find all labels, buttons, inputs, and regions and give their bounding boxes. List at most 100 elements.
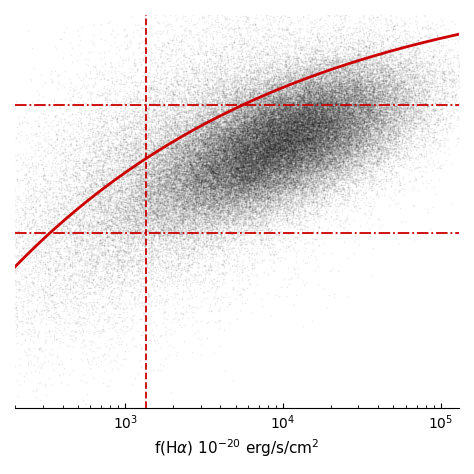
Point xyxy=(324,85,331,93)
Point xyxy=(225,105,232,113)
Point xyxy=(261,115,269,123)
Point xyxy=(254,228,261,236)
Point xyxy=(325,57,333,65)
Point xyxy=(266,126,274,134)
Point xyxy=(281,111,289,118)
Point xyxy=(164,136,171,143)
Point xyxy=(250,141,257,148)
Point xyxy=(229,150,237,157)
Point xyxy=(296,167,304,174)
Point xyxy=(73,159,80,166)
Point xyxy=(230,227,238,235)
Point xyxy=(198,175,206,182)
Point xyxy=(472,102,474,109)
Point xyxy=(322,94,329,102)
Point xyxy=(211,187,219,195)
Point xyxy=(255,105,262,112)
Point xyxy=(288,168,296,175)
Point xyxy=(278,107,286,115)
Point xyxy=(300,136,308,144)
Point xyxy=(243,132,250,140)
Point xyxy=(353,105,360,112)
Point xyxy=(104,159,111,166)
Point xyxy=(271,126,279,134)
Point xyxy=(220,217,228,225)
Point xyxy=(383,48,391,55)
Point xyxy=(334,89,342,97)
Point xyxy=(345,97,352,105)
Point xyxy=(204,208,212,216)
Point xyxy=(459,79,466,86)
Point xyxy=(237,144,245,152)
Point xyxy=(135,270,142,278)
Point xyxy=(337,156,344,164)
Point xyxy=(209,131,216,139)
Point xyxy=(182,267,189,275)
Point xyxy=(278,97,286,104)
Point xyxy=(368,82,375,90)
Point xyxy=(171,161,178,169)
Point xyxy=(149,281,156,288)
Point xyxy=(194,231,201,239)
Point xyxy=(292,121,300,128)
Point xyxy=(266,178,274,186)
Point xyxy=(146,131,154,138)
Point xyxy=(257,120,265,128)
Point xyxy=(96,138,104,146)
Point xyxy=(325,126,333,133)
Point xyxy=(269,119,277,127)
Point xyxy=(268,0,276,8)
Point xyxy=(281,216,288,224)
Point xyxy=(150,235,158,242)
Point xyxy=(312,179,320,186)
Point xyxy=(254,126,262,134)
Point xyxy=(224,166,231,174)
Point xyxy=(320,150,328,158)
Point xyxy=(256,149,264,156)
Point xyxy=(238,171,246,178)
Point xyxy=(315,99,322,107)
Point xyxy=(360,155,367,163)
Point xyxy=(254,126,262,133)
Point xyxy=(190,179,198,187)
Point xyxy=(283,68,290,76)
Point xyxy=(235,137,243,144)
Point xyxy=(269,171,277,178)
Point xyxy=(286,146,294,154)
Point xyxy=(236,122,244,129)
Point xyxy=(362,123,369,130)
Point xyxy=(307,99,315,106)
Point xyxy=(250,156,258,164)
Point xyxy=(326,106,334,113)
Point xyxy=(330,135,337,142)
Point xyxy=(420,133,428,141)
Point xyxy=(167,79,174,87)
Point xyxy=(306,193,313,201)
Point xyxy=(208,180,216,187)
Point xyxy=(169,185,177,193)
Point xyxy=(183,116,191,124)
Point xyxy=(234,140,241,147)
Point xyxy=(351,169,359,176)
Point xyxy=(146,226,154,233)
Point xyxy=(235,124,243,131)
Point xyxy=(33,277,41,284)
Point xyxy=(246,51,253,58)
Point xyxy=(234,163,241,171)
Point xyxy=(323,173,330,181)
Point xyxy=(279,18,286,25)
Point xyxy=(267,162,275,169)
Point xyxy=(365,107,373,115)
Point xyxy=(230,198,237,206)
Point xyxy=(293,95,301,103)
Point xyxy=(303,123,310,130)
Point xyxy=(296,81,304,88)
Point xyxy=(295,138,302,146)
Point xyxy=(46,292,54,300)
Point xyxy=(4,165,11,173)
Point xyxy=(239,128,247,136)
Point xyxy=(196,219,203,226)
Point xyxy=(229,159,237,167)
Point xyxy=(276,120,283,128)
Point xyxy=(175,144,182,152)
